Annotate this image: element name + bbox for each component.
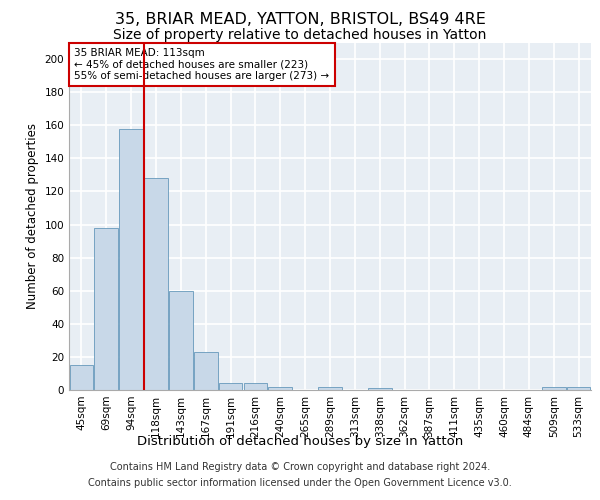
Bar (542, 386, 566, 390)
Bar (318, 386, 342, 390)
Bar (94, 228, 118, 390)
Text: 35, BRIAR MEAD, YATTON, BRISTOL, BS49 4RE: 35, BRIAR MEAD, YATTON, BRISTOL, BS49 4R… (115, 12, 485, 28)
Bar (144, 178, 168, 390)
Y-axis label: Number of detached properties: Number of detached properties (26, 123, 39, 309)
Bar (268, 386, 292, 390)
Text: Distribution of detached houses by size in Yatton: Distribution of detached houses by size … (137, 434, 463, 448)
Text: Size of property relative to detached houses in Yatton: Size of property relative to detached ho… (113, 28, 487, 42)
Bar (368, 388, 392, 390)
Text: Contains HM Land Registry data © Crown copyright and database right 2024.: Contains HM Land Registry data © Crown c… (110, 462, 490, 472)
Text: 35 BRIAR MEAD: 113sqm
← 45% of detached houses are smaller (223)
55% of semi-det: 35 BRIAR MEAD: 113sqm ← 45% of detached … (74, 48, 329, 81)
Text: Contains public sector information licensed under the Open Government Licence v3: Contains public sector information licen… (88, 478, 512, 488)
Bar (119, 128, 143, 390)
Bar (169, 290, 193, 390)
Bar (70, 365, 93, 390)
Bar (244, 384, 267, 390)
Bar (219, 384, 242, 390)
Bar (194, 352, 218, 390)
Bar (567, 386, 590, 390)
